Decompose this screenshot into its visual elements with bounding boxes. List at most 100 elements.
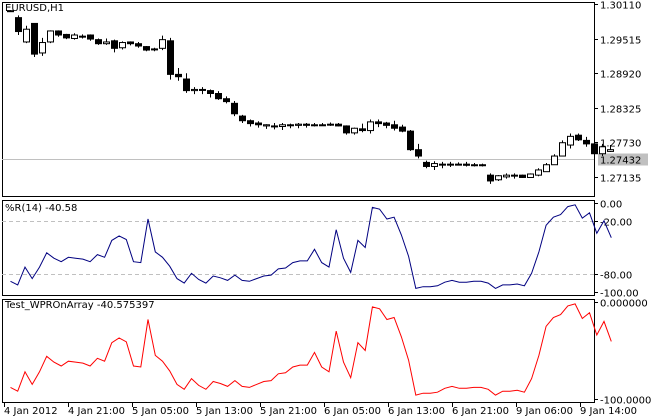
- bull-candle: [199, 88, 206, 91]
- price-tick-label: 1.27730: [600, 139, 641, 150]
- bull-candle: [39, 42, 46, 54]
- test-wpr-tick-label: 0.000000: [600, 299, 648, 310]
- bull-candle: [151, 48, 158, 51]
- bear-candle: [231, 102, 238, 115]
- bull-candle: [431, 163, 438, 167]
- bull-candle: [191, 88, 198, 92]
- bear-candle: [255, 122, 262, 126]
- bull-candle: [599, 146, 606, 155]
- bear-candle: [247, 120, 254, 125]
- bear-candle: [95, 39, 102, 45]
- bull-candle: [567, 135, 574, 146]
- price-tick-label: 1.27135: [600, 174, 641, 185]
- bull-candle: [439, 163, 446, 166]
- test-pane-frame: [2, 299, 595, 403]
- time-tick-label: 5 Jan 13:00: [196, 406, 253, 417]
- bull-candle: [279, 124, 286, 128]
- bear-candle: [591, 143, 598, 155]
- bear-candle: [175, 73, 182, 78]
- bear-candle: [511, 174, 518, 177]
- test-pane-title: Test_WPROnArray -40.575397: [5, 300, 155, 311]
- current-price-label: 1.27432: [600, 156, 641, 167]
- bull-candle: [559, 142, 566, 157]
- bear-candle: [383, 122, 390, 126]
- bull-candle: [455, 163, 462, 166]
- bear-candle: [479, 164, 486, 167]
- bear-candle: [375, 121, 382, 125]
- bull-candle: [527, 173, 534, 178]
- wpr-pane-frame: [2, 200, 595, 296]
- bull-candle: [367, 121, 374, 132]
- bull-candle: [551, 155, 558, 166]
- bear-candle: [207, 90, 214, 94]
- bull-candle: [119, 42, 126, 49]
- bear-candle: [287, 124, 294, 127]
- bull-candle: [311, 124, 318, 127]
- bear-candle: [239, 115, 246, 122]
- bull-candle: [71, 34, 78, 39]
- bear-candle: [487, 174, 494, 182]
- test-wpr-tick-label: -100.00000: [600, 396, 651, 407]
- bull-candle: [471, 164, 478, 167]
- bear-candle: [359, 128, 366, 132]
- wpr-line: [10, 204, 612, 290]
- time-tick-label: 4 Jan 21:00: [68, 406, 125, 417]
- bull-candle: [327, 123, 334, 126]
- bear-candle: [519, 174, 526, 178]
- bear-candle: [55, 30, 62, 36]
- time-tick-label: 6 Jan 21:00: [452, 406, 509, 417]
- current-price-badge: [598, 153, 648, 166]
- bear-candle: [135, 43, 142, 47]
- bull-candle: [535, 169, 542, 176]
- bear-candle: [407, 130, 414, 151]
- bear-candle: [31, 22, 38, 55]
- bull-candle: [351, 127, 358, 134]
- time-tick-label: 9 Jan 14:00: [580, 406, 637, 417]
- bear-candle: [399, 126, 406, 132]
- bull-candle: [607, 149, 614, 152]
- bear-candle: [215, 92, 222, 100]
- time-tick-label: 9 Jan 06:00: [516, 406, 573, 417]
- bull-candle: [543, 164, 550, 173]
- bear-candle: [423, 161, 430, 167]
- price-tick-label: 1.30110: [600, 1, 641, 12]
- bear-candle: [15, 17, 22, 33]
- bull-candle: [7, 10, 14, 13]
- time-tick-label: 5 Jan 05:00: [132, 406, 189, 417]
- time-tick-label: 4 Jan 2012: [4, 406, 58, 417]
- bull-candle: [447, 163, 454, 166]
- bull-candle: [159, 39, 166, 49]
- test-wpr-line: [10, 303, 612, 396]
- bear-candle: [271, 125, 278, 128]
- bear-candle: [87, 34, 94, 40]
- bear-candle: [463, 163, 470, 166]
- wpr-tick-label: 0.00: [600, 200, 622, 211]
- bear-candle: [303, 123, 310, 126]
- price-tick-label: 1.28325: [600, 105, 641, 116]
- bull-candle: [47, 30, 54, 43]
- main-pane-frame: [2, 2, 595, 197]
- price-tick-label: 1.28920: [600, 70, 641, 81]
- bear-candle: [335, 123, 342, 127]
- main-pane-title: EURUSD,H1: [5, 3, 65, 14]
- bull-candle: [495, 175, 502, 181]
- time-tick-label: 5 Jan 21:00: [260, 406, 317, 417]
- bear-candle: [143, 46, 150, 51]
- wpr-tick-label: -100.00: [600, 289, 639, 300]
- time-tick-label: 6 Jan 13:00: [388, 406, 445, 417]
- bull-candle: [79, 35, 86, 38]
- wpr-pane-title: %R(14) -40.58: [5, 203, 78, 214]
- bear-candle: [127, 41, 134, 45]
- bear-candle: [391, 124, 398, 129]
- bull-candle: [295, 123, 302, 126]
- bear-candle: [343, 125, 350, 134]
- bear-candle: [167, 40, 174, 75]
- bull-candle: [23, 28, 30, 43]
- bull-candle: [319, 124, 326, 127]
- bear-candle: [575, 134, 582, 141]
- bull-candle: [103, 41, 110, 45]
- bear-candle: [583, 139, 590, 145]
- bear-candle: [63, 33, 70, 39]
- bear-candle: [111, 40, 118, 49]
- wpr-tick-label: -80.00: [600, 271, 632, 282]
